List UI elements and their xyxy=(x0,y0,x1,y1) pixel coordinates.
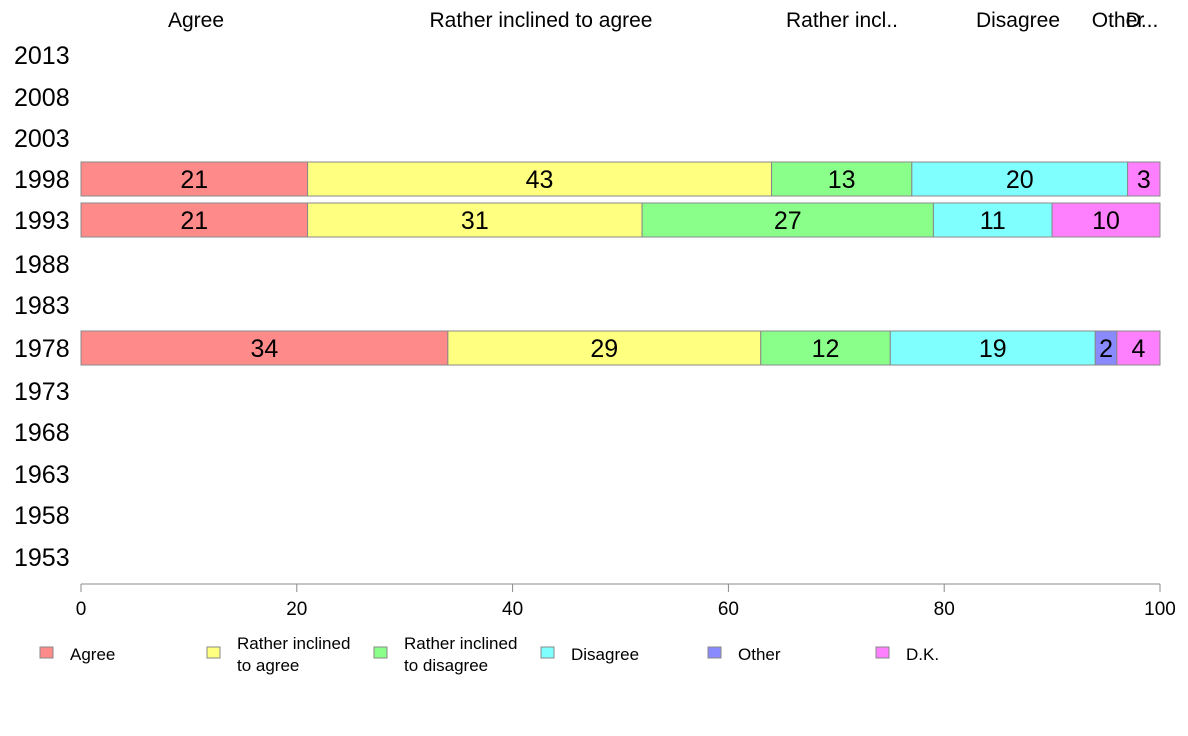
legend-item-2: Rather inclined to disagree xyxy=(373,634,517,675)
bar-label-1978-0: 34 xyxy=(251,335,279,363)
x-tick-label-100: 100 xyxy=(1144,599,1176,620)
bar-1993-5 xyxy=(1051,202,1161,238)
x-tick-label-20: 20 xyxy=(286,599,307,620)
legend-label-5-0: D.K. xyxy=(906,645,939,664)
legend-label-0-0: Agree xyxy=(70,645,115,664)
bar-label-1993-5: 10 xyxy=(1092,207,1120,235)
year-axis-labels: 2013 2008 2003 1998 1993 1988 1983 1978 1973 1968… xyxy=(14,42,70,572)
bar-1998-1 xyxy=(307,161,773,197)
top-label-3: Disagree xyxy=(976,9,1060,32)
legend-label-2-0: Rather inclined xyxy=(404,634,517,653)
legend-swatch-5 xyxy=(875,646,890,659)
x-tick-label-80: 80 xyxy=(934,599,955,620)
year-label-1958: 1958 xyxy=(14,502,70,530)
bar-label-1978-3: 19 xyxy=(979,335,1007,363)
bar-label-1978-1: 29 xyxy=(590,335,618,363)
legend-label-4-0: Other xyxy=(738,645,781,664)
year-label-2003: 2003 xyxy=(14,125,70,153)
legend-item-1: Rather inclined to agree xyxy=(206,634,350,675)
bar-label-1998-5: 3 xyxy=(1137,166,1151,194)
legend-swatch-1 xyxy=(206,646,221,659)
top-label-1: Rather inclined to agree xyxy=(430,9,653,32)
top-label-2: Rather incl.. xyxy=(786,9,898,32)
bar-label-1978-4: 2 xyxy=(1099,335,1113,363)
bars-group: 21 43 13 20 3 21 31 27 11 10 34 29 12 19 2 4 xyxy=(80,161,1161,366)
year-label-1983: 1983 xyxy=(14,292,70,320)
bar-label-1978-5: 4 xyxy=(1131,335,1145,363)
x-tick-label-60: 60 xyxy=(718,599,739,620)
bar-1978-5 xyxy=(1116,330,1161,366)
legend-label-1-0: Rather inclined xyxy=(237,634,350,653)
bar-1978-2 xyxy=(760,330,891,366)
year-label-1963: 1963 xyxy=(14,461,70,489)
bar-1993-2 xyxy=(641,202,934,238)
x-tick-label-40: 40 xyxy=(502,599,523,620)
bar-label-1993-1: 31 xyxy=(461,207,489,235)
bar-1978-1 xyxy=(447,330,762,366)
bar-1998-5 xyxy=(1127,161,1161,197)
year-label-1953: 1953 xyxy=(14,544,70,572)
bar-1993-1 xyxy=(307,202,643,238)
bar-label-1993-0: 21 xyxy=(180,207,208,235)
x-axis: 0 20 40 60 80 100 xyxy=(76,583,1176,620)
top-label-4: Other xyxy=(1092,9,1145,32)
year-label-1988: 1988 xyxy=(14,251,70,279)
year-label-2013: 2013 xyxy=(14,42,70,70)
bar-1993-0 xyxy=(80,202,309,238)
year-label-1998: 1998 xyxy=(14,166,70,194)
bar-1978-3 xyxy=(889,330,1096,366)
year-label-1973: 1973 xyxy=(14,378,70,406)
x-tick-label-0: 0 xyxy=(76,599,87,620)
legend-swatch-2 xyxy=(373,646,388,659)
year-label-1993: 1993 xyxy=(14,207,70,235)
bar-label-1998-2: 13 xyxy=(828,166,856,194)
legend-swatch-0 xyxy=(39,646,54,659)
bar-1993-3 xyxy=(932,202,1053,238)
legend-label-1-1: to agree xyxy=(237,656,299,675)
legend-swatch-3 xyxy=(540,646,555,659)
legend-item-0: Agree xyxy=(39,645,115,664)
year-label-1968: 1968 xyxy=(14,419,70,447)
year-label-2008: 2008 xyxy=(14,84,70,112)
top-label-5: D... xyxy=(1126,9,1159,32)
bar-1978-0 xyxy=(80,330,449,366)
legend-item-3: Disagree xyxy=(540,645,639,664)
legend-label-2-1: to disagree xyxy=(404,656,488,675)
top-label-0: Agree xyxy=(168,9,224,32)
bar-label-1993-2: 27 xyxy=(774,207,802,235)
column-header-labels: Agree Rather inclined to agree Rather incl… xyxy=(168,9,1158,32)
bar-label-1993-3: 11 xyxy=(980,207,1006,235)
bar-label-1998-1: 43 xyxy=(526,166,554,194)
bar-label-1998-0: 21 xyxy=(180,166,208,194)
bar-label-1978-2: 12 xyxy=(812,335,840,363)
legend-item-4: Other xyxy=(707,645,781,664)
bar-label-1998-3: 20 xyxy=(1006,166,1034,194)
year-label-1978: 1978 xyxy=(14,335,70,363)
legend-item-5: D.K. xyxy=(875,645,939,664)
legend-label-3-0: Disagree xyxy=(571,645,639,664)
legend-swatch-4 xyxy=(707,646,722,659)
